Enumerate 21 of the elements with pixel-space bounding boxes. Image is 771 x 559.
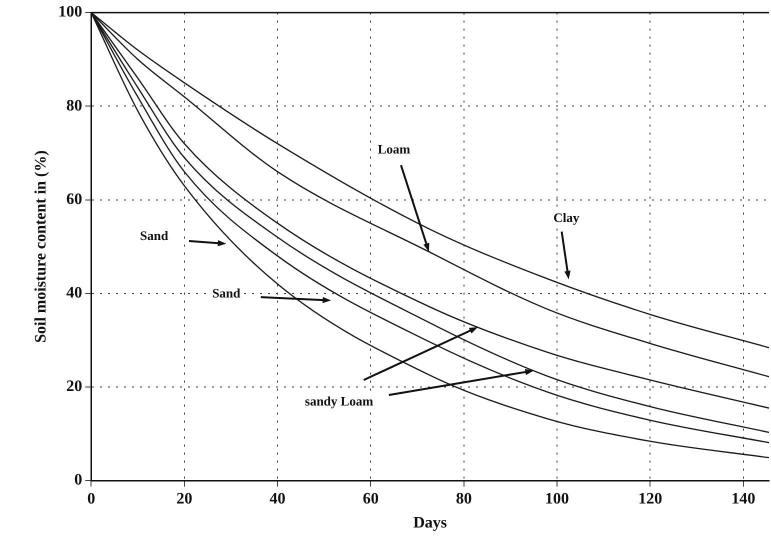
annotation: Sand	[212, 286, 242, 301]
x-tick-label: 20	[176, 490, 192, 508]
x-tick-label: 100	[545, 490, 570, 508]
annotation: Loam	[378, 142, 410, 157]
y-tick-label: 100	[58, 4, 82, 21]
annotation: Sand	[140, 228, 169, 244]
y-tick-label: 80	[66, 97, 82, 114]
x-tick-label: 80	[456, 490, 472, 508]
x-tick-label: 140	[731, 490, 756, 508]
y-axis-title: Soil moisture content in (%)	[32, 150, 50, 343]
x-tick-label: 120	[638, 490, 662, 508]
y-tick-label: 0	[74, 472, 82, 489]
x-axis-title: Days	[413, 514, 447, 532]
annotation: sandy Loam	[304, 393, 374, 408]
x-tick-label: 40	[270, 490, 286, 508]
x-tick-label: 60	[362, 490, 379, 508]
annotation: Clay	[553, 210, 580, 225]
y-tick-label: 60	[66, 190, 82, 208]
y-tick-label: 40	[66, 284, 82, 302]
x-tick-label: 0	[87, 490, 96, 508]
y-tick-label: 20	[66, 378, 82, 396]
